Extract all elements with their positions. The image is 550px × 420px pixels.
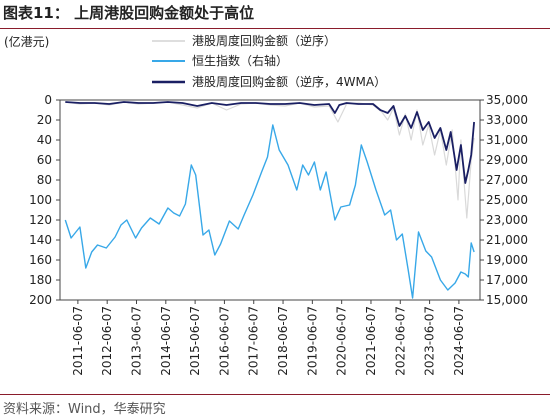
figure-title: 图表11： 上周港股回购金额处于高位 [3, 4, 255, 22]
right-tick-label: 31,000 [486, 133, 528, 147]
x-tick-label: 2018-06-07 [276, 306, 290, 376]
x-tick-label: 2022-06-07 [393, 306, 407, 376]
x-tick-label: 2012-06-07 [100, 306, 114, 376]
x-tick-label: 2013-06-07 [129, 306, 143, 376]
source-note: 资料来源：Wind，华泰研究 [3, 402, 166, 417]
left-tick-label: 60 [37, 153, 52, 167]
right-tick-label: 21,000 [486, 233, 528, 247]
x-tick-label: 2015-06-07 [188, 306, 202, 376]
series-line-1 [64, 124, 475, 299]
left-axis: 0 20 40 60 80 100 120 140 160 180 200 [29, 93, 60, 307]
title-divider [0, 28, 550, 29]
left-tick-label: 180 [29, 273, 52, 287]
left-tick-label: 0 [44, 93, 52, 107]
x-tick-label: 2021-06-07 [364, 306, 378, 376]
right-axis: 35,000 33,000 31,000 29,000 27,000 25,000 23,0… [480, 93, 528, 307]
x-tick-label: 2014-06-07 [159, 306, 173, 376]
right-tick-label: 33,000 [486, 113, 528, 127]
plot-frame [59, 99, 481, 301]
source-divider [0, 394, 550, 395]
left-tick-label: 140 [29, 233, 52, 247]
legend: 港股周度回购金额（逆序） 恒生指数（右轴） 港股周度回购金额（逆序，4WMA） [152, 33, 386, 89]
left-tick-label: 80 [37, 173, 52, 187]
left-axis-unit: (亿港元) [4, 34, 49, 49]
x-tick-label: 2024-06-07 [452, 306, 466, 376]
series-line-0 [65, 101, 475, 219]
right-tick-label: 23,000 [486, 213, 528, 227]
x-tick-label: 2020-06-07 [335, 306, 349, 376]
x-tick-label: 2023-06-07 [423, 306, 437, 376]
series-line-2 [65, 101, 475, 184]
left-tick-label: 20 [37, 113, 52, 127]
chart: (亿港元) 港股周度回购金额（逆序） 恒生指数（右轴） 港股周度回购金额（逆序，4W… [4, 33, 528, 376]
right-tick-label: 27,000 [486, 173, 528, 187]
x-tick-label: 2016-06-07 [217, 306, 231, 376]
legend-label-1: 恒生指数（右轴） [192, 53, 288, 68]
right-tick-label: 19,000 [486, 253, 528, 267]
legend-label-2: 港股周度回购金额（逆序，4WMA） [192, 74, 386, 89]
right-tick-label: 29,000 [486, 153, 528, 167]
x-tick-label: 2011-06-07 [71, 306, 85, 376]
left-tick-label: 40 [37, 133, 52, 147]
right-tick-label: 17,000 [486, 273, 528, 287]
right-tick-label: 35,000 [486, 93, 528, 107]
x-tick-label: 2017-06-07 [247, 306, 261, 376]
x-tick-label: 2019-06-07 [305, 306, 319, 376]
left-tick-label: 100 [29, 193, 52, 207]
series-layer [64, 101, 475, 299]
right-tick-label: 25,000 [486, 193, 528, 207]
x-axis: 2011-06-07 2012-06-07 2013-06-07 2014-06-07… [71, 300, 466, 376]
right-tick-label: 15,000 [486, 293, 528, 307]
left-tick-label: 200 [29, 293, 52, 307]
left-tick-label: 160 [29, 253, 52, 267]
left-tick-label: 120 [29, 213, 52, 227]
legend-label-0: 港股周度回购金额（逆序） [192, 33, 336, 48]
